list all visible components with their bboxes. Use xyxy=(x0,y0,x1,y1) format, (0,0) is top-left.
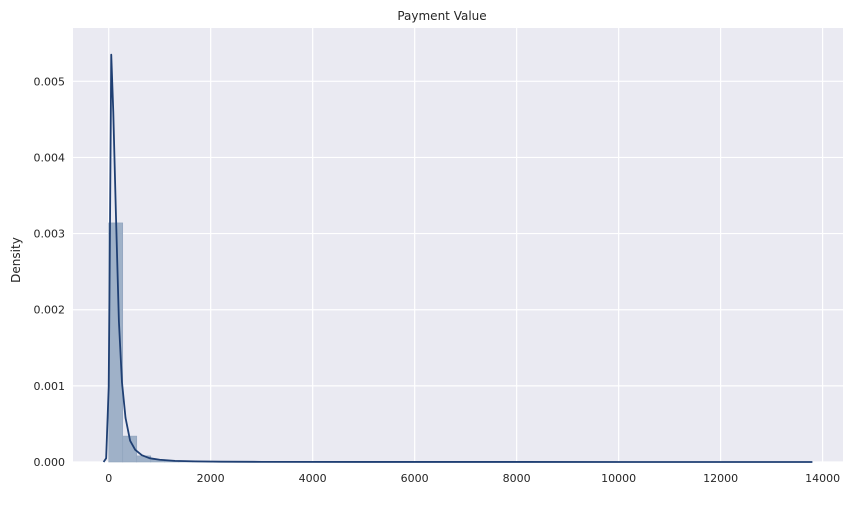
x-tick-label: 4000 xyxy=(299,472,327,485)
y-axis-label: Density xyxy=(9,237,23,283)
y-tick-label: 0.003 xyxy=(34,228,66,241)
x-tick-label: 12000 xyxy=(703,472,738,485)
y-tick-label: 0.002 xyxy=(34,304,66,317)
y-tick-label: 0.000 xyxy=(34,456,66,469)
y-tick-label: 0.004 xyxy=(34,151,66,164)
x-tick-label: 14000 xyxy=(805,472,840,485)
y-tick-label: 0.005 xyxy=(34,75,66,88)
chart-title: Payment Value xyxy=(397,9,486,23)
x-tick-label: 8000 xyxy=(503,472,531,485)
x-tick-label: 2000 xyxy=(197,472,225,485)
y-tick-label: 0.001 xyxy=(34,380,66,393)
x-tick-label: 6000 xyxy=(401,472,429,485)
x-tick-label: 10000 xyxy=(601,472,636,485)
x-tick-label: 0 xyxy=(105,472,112,485)
plot-background xyxy=(73,28,843,462)
